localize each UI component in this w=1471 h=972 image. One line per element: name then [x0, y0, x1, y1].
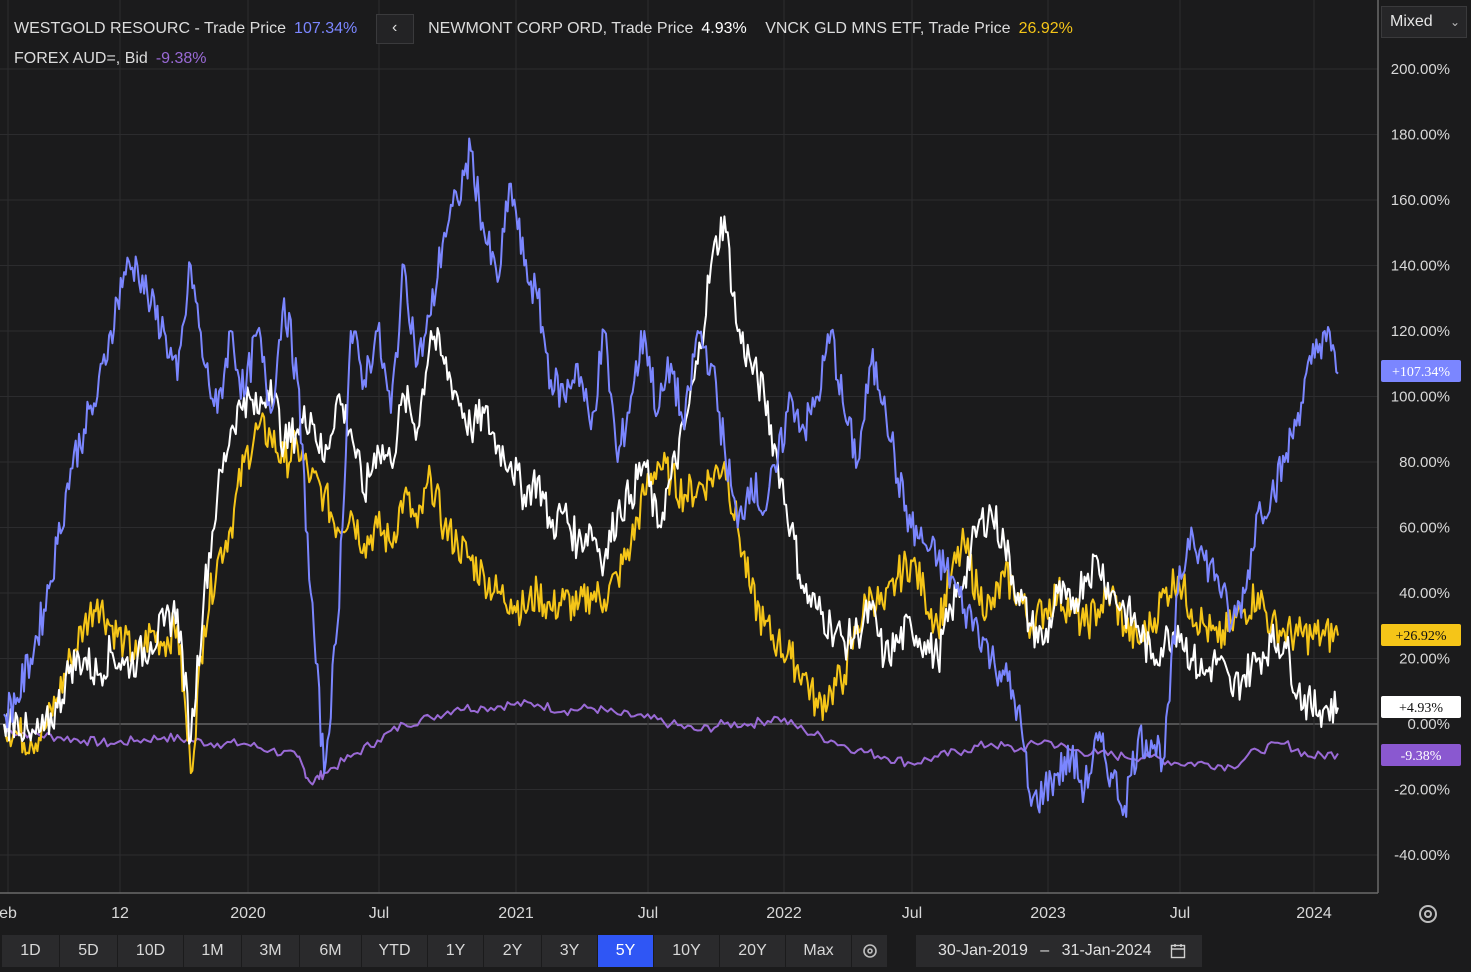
- range-toolbar: 1D 5D 10D 1M 3M 6M YTD 1Y 2Y 3Y 5Y 10Y 20Y Max: [0, 935, 1471, 967]
- y-tick-label: -40.00%: [1394, 847, 1450, 864]
- legend-newmont-value: 4.93%: [701, 20, 747, 38]
- legend-item-vnck[interactable]: VNCK GLD MNS ETF, Trade Price 26.92%: [765, 20, 1073, 38]
- y-tick-label: 180.00%: [1391, 127, 1450, 144]
- y-tick-label: 60.00%: [1399, 520, 1450, 537]
- y-tick-label: 100.00%: [1391, 389, 1450, 406]
- x-tick-label: 2023: [1030, 905, 1066, 922]
- chart-settings-gear-icon[interactable]: [1414, 900, 1442, 928]
- legend-forex-value: -9.38%: [155, 50, 207, 67]
- range-button-1d[interactable]: 1D: [2, 935, 60, 967]
- chart-mode-value: Mixed: [1390, 13, 1433, 30]
- x-tick-label: 2021: [498, 905, 534, 922]
- end-label-box: [1381, 744, 1461, 766]
- range-button-10d[interactable]: 10D: [118, 935, 184, 967]
- legend-item-newmont[interactable]: NEWMONT CORP ORD, Trade Price 4.93%: [428, 20, 747, 38]
- legend-westgold-value: 107.34%: [294, 20, 358, 38]
- legend-row-2: FOREX AUD=, Bid -9.38%: [14, 50, 221, 68]
- x-tick-label: 2024: [1296, 905, 1332, 922]
- date-range-start: 30-Jan-2019: [938, 942, 1028, 959]
- legend-vnck-name: VNCK GLD MNS ETF, Trade Price: [765, 20, 1011, 38]
- legend-newmont-name: NEWMONT CORP ORD, Trade Price: [428, 20, 694, 38]
- range-button-max[interactable]: Max: [786, 935, 852, 967]
- date-range-end: 31-Jan-2024: [1061, 942, 1152, 959]
- range-button-1m[interactable]: 1M: [184, 935, 242, 967]
- y-tick-label: 160.00%: [1391, 192, 1450, 209]
- x-tick-label: 2020: [230, 905, 266, 922]
- x-tick-label: eb: [0, 905, 17, 922]
- x-tick-label: Jul: [1170, 905, 1190, 922]
- legend-row-1: WESTGOLD RESOURC - Trade Price 107.34% ‹ …: [14, 14, 1087, 44]
- y-tick-label: 40.00%: [1399, 585, 1450, 602]
- calendar-icon: [1170, 944, 1186, 959]
- chevron-down-icon: ⌄: [1449, 15, 1460, 29]
- range-button-20y[interactable]: 20Y: [720, 935, 786, 967]
- range-button-1y[interactable]: 1Y: [428, 935, 484, 967]
- end-label-text: +4.93%: [1399, 701, 1443, 716]
- end-label-box: [1381, 360, 1461, 382]
- x-tick-label: Jul: [902, 905, 922, 922]
- y-tick-label: -20.00%: [1394, 782, 1450, 799]
- y-tick-label: 120.00%: [1391, 323, 1450, 340]
- end-label-text: +107.34%: [1392, 365, 1450, 380]
- legend-westgold-name: WESTGOLD RESOURC - Trade Price: [14, 20, 287, 38]
- y-tick-label: 0.00%: [1407, 716, 1450, 733]
- chart-mode-select[interactable]: Mixed ⌄: [1381, 6, 1467, 38]
- range-button-ytd[interactable]: YTD: [362, 935, 428, 967]
- range-settings-gear-icon[interactable]: [852, 935, 888, 967]
- series-line-0: [3, 137, 1339, 818]
- range-button-5y[interactable]: 5Y: [598, 935, 654, 967]
- x-tick-label: Jul: [638, 905, 658, 922]
- end-label-text: -9.38%: [1401, 749, 1442, 764]
- x-tick-label: Jul: [369, 905, 389, 922]
- y-tick-label: 200.00%: [1391, 61, 1450, 78]
- end-label-box: [1381, 696, 1461, 718]
- chevron-left-icon[interactable]: ‹: [375, 14, 414, 44]
- x-tick-label: 12: [111, 905, 129, 922]
- legend-item-forex[interactable]: FOREX AUD=, Bid -9.38%: [14, 50, 207, 68]
- range-button-10y[interactable]: 10Y: [654, 935, 720, 967]
- legend-forex-name: FOREX AUD=, Bid: [14, 50, 148, 67]
- range-button-5d[interactable]: 5D: [60, 935, 118, 967]
- legend-item-westgold[interactable]: WESTGOLD RESOURC - Trade Price 107.34%: [14, 20, 357, 38]
- y-tick-label: 80.00%: [1399, 454, 1450, 471]
- legend-vnck-value: 26.92%: [1018, 20, 1073, 38]
- y-tick-label: 20.00%: [1399, 651, 1450, 668]
- series-line-3: [3, 699, 1339, 786]
- end-label-box: [1381, 624, 1461, 646]
- x-tick-label: 2022: [766, 905, 802, 922]
- end-label-text: +26.92%: [1395, 629, 1446, 644]
- range-button-6m[interactable]: 6M: [300, 935, 362, 967]
- range-button-3m[interactable]: 3M: [242, 935, 300, 967]
- chart-canvas: 200.00%180.00%160.00%140.00%120.00%100.0…: [0, 0, 1461, 922]
- date-range-separator: –: [1040, 942, 1050, 959]
- series-line-1: [3, 215, 1339, 745]
- date-range-picker[interactable]: 30-Jan-2019 – 31-Jan-2024: [916, 935, 1202, 967]
- y-tick-label: 140.00%: [1391, 258, 1450, 275]
- range-button-2y[interactable]: 2Y: [484, 935, 542, 967]
- range-button-3y[interactable]: 3Y: [542, 935, 598, 967]
